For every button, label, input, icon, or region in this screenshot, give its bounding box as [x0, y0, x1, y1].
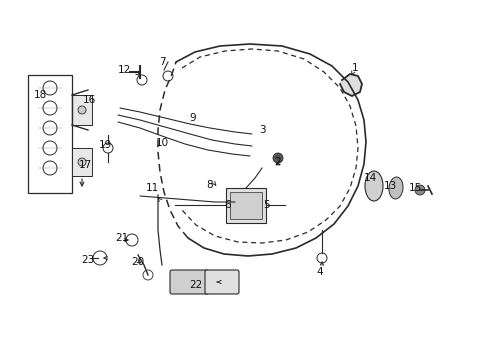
- Bar: [225, 188, 265, 223]
- Text: 8: 8: [206, 180, 213, 190]
- Text: 12: 12: [117, 65, 130, 75]
- FancyBboxPatch shape: [170, 270, 208, 294]
- Text: 1: 1: [351, 63, 358, 73]
- Text: 6: 6: [224, 200, 231, 210]
- Bar: [72, 95, 92, 125]
- Text: 13: 13: [383, 181, 396, 191]
- Circle shape: [78, 158, 86, 166]
- Text: 10: 10: [155, 138, 168, 148]
- FancyBboxPatch shape: [204, 270, 239, 294]
- Text: 15: 15: [407, 183, 421, 193]
- Bar: [72, 148, 92, 176]
- Text: 5: 5: [263, 200, 270, 210]
- Text: 18: 18: [33, 90, 46, 100]
- Text: 16: 16: [82, 95, 96, 105]
- Polygon shape: [339, 74, 361, 96]
- Text: 23: 23: [81, 255, 95, 265]
- Bar: [229, 192, 262, 219]
- Text: 3: 3: [258, 125, 265, 135]
- Text: 9: 9: [189, 113, 196, 123]
- Circle shape: [78, 106, 86, 114]
- Text: 4: 4: [316, 267, 323, 277]
- Ellipse shape: [364, 171, 382, 201]
- Text: 14: 14: [363, 173, 376, 183]
- Text: 2: 2: [274, 157, 281, 167]
- Circle shape: [414, 185, 424, 195]
- Ellipse shape: [388, 177, 402, 199]
- Text: 19: 19: [98, 140, 111, 150]
- Text: 20: 20: [131, 257, 144, 267]
- Text: 21: 21: [115, 233, 128, 243]
- Text: 7: 7: [159, 57, 165, 67]
- Bar: [28, 75, 72, 193]
- Circle shape: [272, 153, 283, 163]
- Text: 11: 11: [145, 183, 158, 193]
- Text: 22: 22: [189, 280, 202, 290]
- Text: 17: 17: [78, 160, 91, 170]
